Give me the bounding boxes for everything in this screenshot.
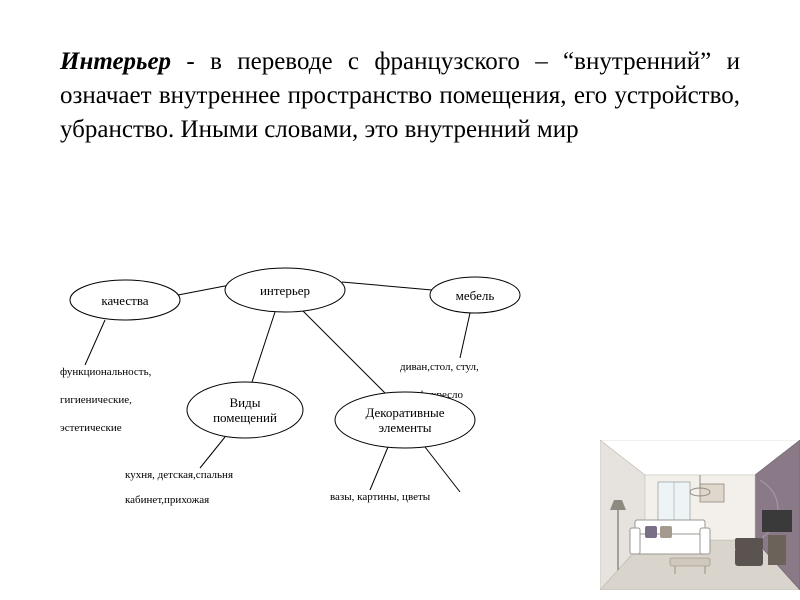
svg-text:эстетические: эстетические xyxy=(60,422,122,434)
svg-text:кабинет,прихожая: кабинет,прихожая xyxy=(125,494,209,506)
interior-sketch xyxy=(600,440,800,590)
svg-text:кухня, детская,спальня: кухня, детская,спальня xyxy=(125,469,233,481)
term-interior: Интерьер xyxy=(60,48,171,75)
svg-text:качества: качества xyxy=(101,293,148,308)
svg-text:помещений: помещений xyxy=(213,410,277,425)
concept-diagram: интерьер качества функциональность, гигиени… xyxy=(30,240,590,560)
svg-text:вазы, картины, цветы: вазы, картины, цветы xyxy=(330,491,431,503)
svg-text:Виды: Виды xyxy=(230,395,261,410)
svg-text:элементы: элементы xyxy=(379,420,432,435)
svg-text:интерьер: интерьер xyxy=(260,283,310,298)
diagram-svg: интерьер качества функциональность, гигиени… xyxy=(30,240,590,560)
definition-paragraph: Интерьер - в переводе с французского – “… xyxy=(60,45,740,146)
interior-svg xyxy=(600,440,800,590)
svg-text:функциональность,: функциональность, xyxy=(60,366,152,378)
slide: Интерьер - в переводе с французского – “… xyxy=(0,0,800,600)
svg-text:Декоративные: Декоративные xyxy=(365,405,444,420)
svg-text:мебель: мебель xyxy=(456,288,495,303)
svg-text:диван,стол, стул,: диван,стол, стул, xyxy=(400,361,479,373)
svg-text:гигиенические,: гигиенические, xyxy=(60,394,132,406)
